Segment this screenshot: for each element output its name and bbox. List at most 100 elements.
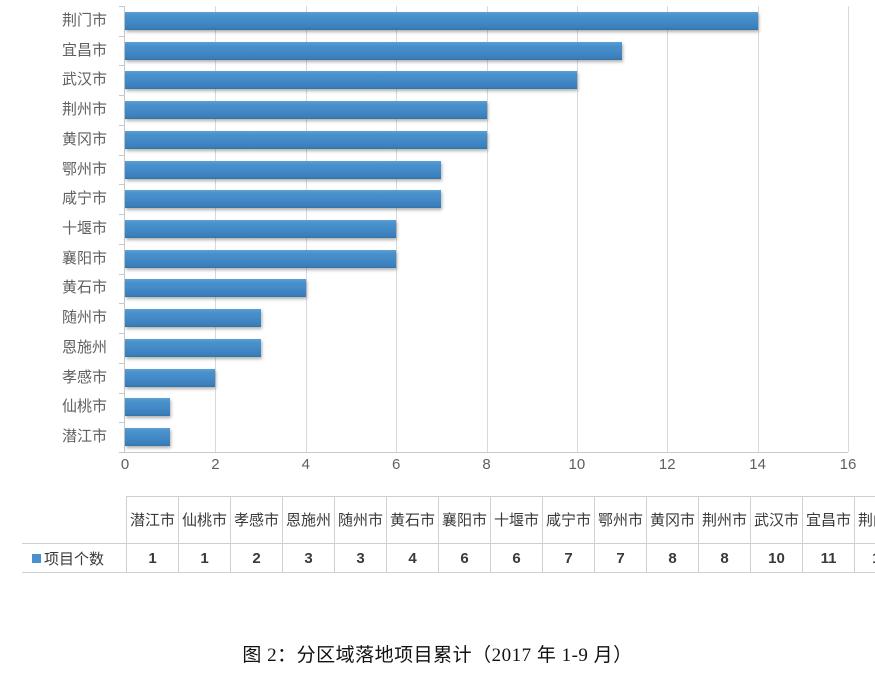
category-axis-labels: 荆门市宜昌市武汉市荆州市黄冈市鄂州市咸宁市十堰市襄阳市黄石市随州市恩施州孝感市仙… [0, 4, 113, 452]
table-column-header-text: 襄阳市 [441, 511, 487, 529]
table-column-header: 荆州市 [698, 496, 751, 544]
bar [125, 368, 216, 387]
category-label: 潜江市 [61, 428, 107, 446]
table-column-header-text: 恩施州 [285, 511, 331, 529]
table-column-header-text: 荆州市 [701, 511, 747, 529]
y-axis-tick [119, 273, 125, 275]
y-axis-tick [119, 95, 125, 97]
bar [125, 41, 623, 60]
table-value-cell: 6 [438, 543, 491, 573]
table-column-header: 恩施州 [282, 496, 335, 544]
table-column-header: 仙桃市 [178, 496, 231, 544]
table-column-header-text: 武汉市 [753, 511, 799, 529]
bar [125, 309, 261, 328]
table-column-header: 黄冈市 [646, 496, 699, 544]
category-label: 襄阳市 [61, 249, 107, 267]
value-axis-line [124, 6, 125, 452]
bar [125, 71, 577, 90]
table-value-cell: 8 [646, 543, 699, 573]
y-axis-tick [119, 333, 125, 335]
table-column-header: 十堰市 [490, 496, 543, 544]
category-label: 恩施州 [61, 338, 107, 356]
table-column-header: 黄石市 [386, 496, 439, 544]
table-column-header-text: 咸宁市 [545, 511, 591, 529]
table-corner-cell [22, 497, 127, 544]
table-column-header: 随州市 [334, 496, 387, 544]
y-axis-tick [119, 362, 125, 364]
table-column-header-text: 潜江市 [129, 511, 175, 529]
y-axis-tick [119, 243, 125, 245]
x-tick-label: 16 [839, 456, 857, 473]
table-value-cell: 10 [750, 543, 803, 573]
gridline [848, 6, 849, 452]
table-column-header-text: 随州市 [337, 511, 383, 529]
table-column-header-text: 仙桃市 [181, 511, 227, 529]
bar [125, 190, 442, 209]
table-header-row: 潜江市 仙桃市 孝感市 恩施州 随州市 黄石市 襄阳市 十堰市 咸宁市 鄂州市 黄冈市 荆州市 武汉市宜… [22, 496, 875, 544]
category-label: 宜昌市 [61, 41, 107, 59]
table-column-header: 咸宁市 [542, 496, 595, 544]
x-axis-line [125, 452, 848, 453]
category-label: 黄石市 [61, 279, 107, 297]
table-value-cell: 3 [334, 543, 387, 573]
category-label: 荆州市 [61, 101, 107, 119]
x-tick-label: 2 [211, 456, 220, 473]
table-column-header: 荆门市 [854, 496, 875, 544]
table-column-header-text: 孝感市 [233, 511, 279, 529]
table-column-header: 孝感市 [230, 496, 283, 544]
table-value-cell: 14 [854, 543, 875, 573]
table-column-header-text: 荆门市 [857, 511, 875, 529]
plot-area [119, 6, 849, 453]
category-label: 随州市 [61, 309, 107, 327]
bar [125, 249, 397, 268]
bar [125, 338, 261, 357]
bar [125, 130, 487, 149]
gridline [396, 6, 398, 452]
table-column-header: 潜江市 [126, 496, 179, 544]
x-tick-label: 8 [482, 456, 491, 473]
category-label: 孝感市 [61, 368, 107, 386]
y-axis-tick [119, 214, 125, 216]
y-axis-tick [119, 35, 125, 37]
table-column-header-text: 黄石市 [389, 511, 435, 529]
bar [125, 398, 171, 417]
y-axis-tick [119, 6, 125, 7]
y-axis-tick [119, 184, 125, 186]
table-column-header: 武汉市 [750, 496, 803, 544]
bar-chart-figure: 荆门市宜昌市武汉市荆州市黄冈市鄂州市咸宁市十堰市襄阳市黄石市随州市恩施州孝感市仙… [0, 4, 857, 473]
table-column-header-text: 鄂州市 [597, 511, 643, 529]
y-axis-tick [119, 65, 125, 67]
table-value-cell: 2 [230, 543, 283, 573]
category-label: 黄冈市 [61, 130, 107, 148]
legend-row-header: 项目个数 [22, 543, 127, 573]
table-column-header: 宜昌市 [802, 496, 855, 544]
table-value-cell: 3 [282, 543, 335, 573]
bar [125, 428, 171, 447]
bar [125, 11, 758, 30]
x-tick-label: 0 [120, 456, 130, 473]
y-axis-tick [119, 154, 125, 156]
category-label: 十堰市 [61, 220, 107, 237]
y-axis-tick [119, 392, 125, 394]
x-tick-label: 14 [749, 456, 766, 473]
category-label: 咸宁市 [61, 190, 107, 208]
table-value-cell: 4 [386, 543, 439, 573]
gridline [757, 6, 759, 452]
figure-caption: 图 2：分区域落地项目累计（2017 年 1-9 月） [242, 645, 633, 666]
category-label: 荆门市 [61, 11, 107, 29]
y-axis-tick [119, 124, 125, 126]
x-tick-label: 4 [301, 456, 310, 473]
table-value-cell: 1 [126, 543, 179, 573]
bar [125, 101, 487, 120]
legend-color-swatch-icon [32, 554, 41, 564]
table-column-header-text: 宜昌市 [805, 511, 851, 529]
table-column-header: 襄阳市 [438, 496, 491, 544]
category-label: 鄂州市 [61, 160, 107, 178]
data-table: 潜江市 仙桃市 孝感市 恩施州 随州市 黄石市 襄阳市 十堰市 咸宁市 鄂州市 黄冈市 荆州市 武汉市宜… [22, 496, 875, 573]
bar [125, 160, 442, 179]
y-axis-tick [119, 422, 125, 424]
bar [125, 279, 306, 298]
category-label: 武汉市 [61, 71, 107, 89]
category-label: 仙桃市 [61, 398, 107, 416]
gridline [486, 6, 488, 452]
